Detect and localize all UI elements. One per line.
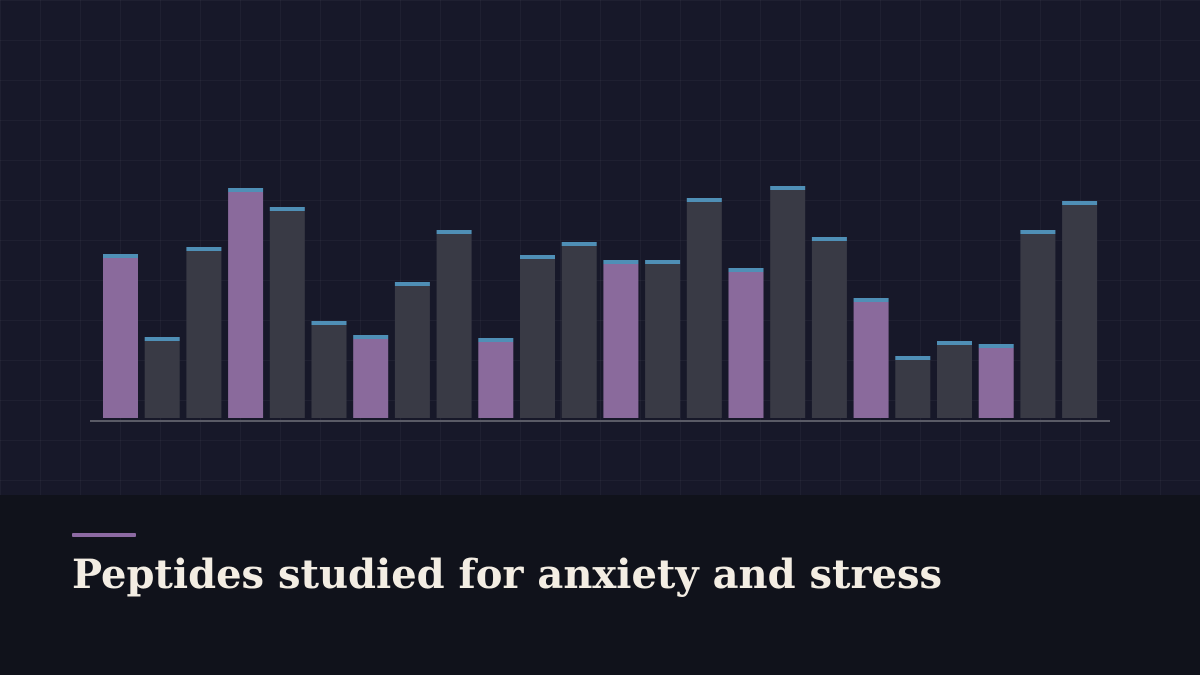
bar-cap bbox=[853, 298, 889, 302]
bar-cap bbox=[937, 341, 972, 345]
bar bbox=[1020, 234, 1056, 418]
bar-cap bbox=[1062, 201, 1098, 205]
bar bbox=[645, 264, 681, 418]
bar bbox=[686, 202, 722, 418]
bar bbox=[436, 234, 472, 418]
bar-cap bbox=[394, 282, 430, 286]
bar-cap bbox=[353, 335, 389, 339]
bar bbox=[811, 241, 847, 418]
bar-cap bbox=[811, 237, 847, 241]
bar-cap bbox=[103, 254, 138, 258]
bar-cap bbox=[895, 356, 931, 360]
bar bbox=[728, 272, 764, 418]
bar bbox=[770, 190, 806, 418]
bar bbox=[895, 360, 931, 418]
bar-cap bbox=[186, 247, 222, 251]
bar-chart bbox=[90, 186, 1110, 422]
bar-cap bbox=[144, 337, 180, 341]
bar bbox=[478, 342, 514, 418]
bar-cap bbox=[603, 260, 639, 264]
bar-cap bbox=[228, 188, 264, 192]
bar-cap bbox=[311, 321, 347, 325]
bar bbox=[853, 302, 889, 418]
bar bbox=[937, 345, 972, 418]
caption-panel: Peptides studied for anxiety and stress bbox=[0, 495, 1200, 675]
bar bbox=[311, 325, 347, 418]
bar-cap bbox=[269, 207, 305, 211]
bar-cap bbox=[686, 198, 722, 202]
bar bbox=[269, 211, 305, 418]
bar bbox=[394, 286, 430, 418]
bar bbox=[353, 339, 389, 418]
bar bbox=[1062, 205, 1098, 418]
bar-cap bbox=[561, 242, 597, 246]
bar bbox=[186, 251, 222, 418]
bar-cap bbox=[978, 344, 1014, 348]
bar-cap bbox=[520, 255, 555, 259]
page-title: Peptides studied for anxiety and stress bbox=[72, 551, 943, 598]
bar bbox=[603, 264, 639, 418]
bar bbox=[144, 341, 180, 418]
bar-cap bbox=[645, 260, 681, 264]
bar bbox=[978, 348, 1014, 418]
bar-cap bbox=[436, 230, 472, 234]
bar bbox=[228, 192, 264, 418]
chart-area bbox=[0, 0, 1200, 495]
bar bbox=[520, 259, 555, 418]
bar bbox=[561, 246, 597, 418]
bar-cap bbox=[1020, 230, 1056, 234]
bar bbox=[103, 258, 138, 418]
accent-line bbox=[72, 533, 136, 537]
bar-cap bbox=[728, 268, 764, 272]
bar-cap bbox=[478, 338, 514, 342]
bar-cap bbox=[770, 186, 806, 190]
